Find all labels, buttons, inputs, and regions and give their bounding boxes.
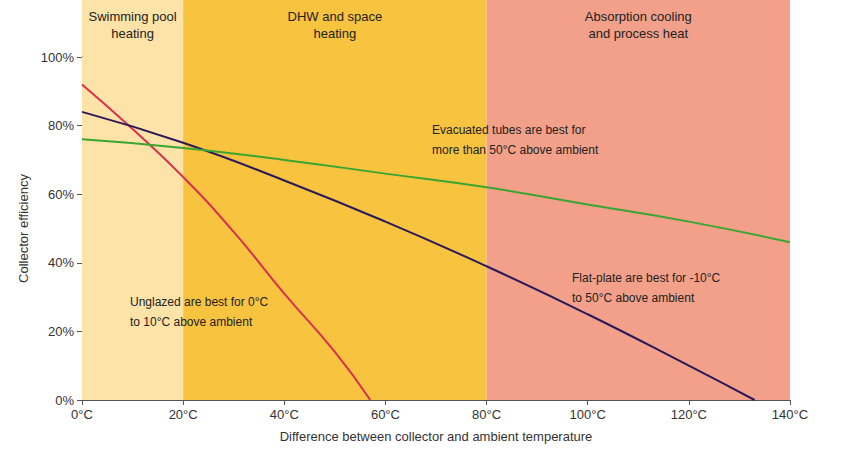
svg-text:140°C: 140°C [772,407,808,422]
svg-text:and process heat: and process heat [588,26,688,41]
svg-text:more than 50°C above ambient: more than 50°C above ambient [432,143,599,157]
svg-text:Unglazed are best for 0°C: Unglazed are best for 0°C [130,295,269,309]
svg-text:Difference between collector a: Difference between collector and ambient… [280,429,593,444]
svg-text:80%: 80% [48,118,74,133]
svg-text:to 50°C above ambient: to 50°C above ambient [572,291,695,305]
svg-text:60%: 60% [48,187,74,202]
svg-text:Absorption cooling: Absorption cooling [585,9,692,24]
svg-text:heating: heating [111,26,154,41]
svg-text:60°C: 60°C [371,407,400,422]
svg-text:40%: 40% [48,255,74,270]
svg-text:80°C: 80°C [472,407,501,422]
svg-text:20°C: 20°C [169,407,198,422]
svg-text:Flat-plate are best for -10°C: Flat-plate are best for -10°C [572,271,721,285]
svg-text:100°C: 100°C [570,407,606,422]
svg-text:20%: 20% [48,324,74,339]
svg-text:DHW and space: DHW and space [288,9,383,24]
svg-text:Evacuated tubes are best for: Evacuated tubes are best for [432,123,585,137]
svg-text:to 10°C above ambient: to 10°C above ambient [130,315,253,329]
svg-text:0%: 0% [55,393,74,408]
svg-text:120°C: 120°C [671,407,707,422]
svg-text:heating: heating [314,26,357,41]
svg-text:0°C: 0°C [71,407,93,422]
svg-text:Swimming pool: Swimming pool [88,9,176,24]
svg-text:Collector efficiency: Collector efficiency [16,174,31,283]
svg-text:100%: 100% [41,50,75,65]
svg-text:40°C: 40°C [270,407,299,422]
